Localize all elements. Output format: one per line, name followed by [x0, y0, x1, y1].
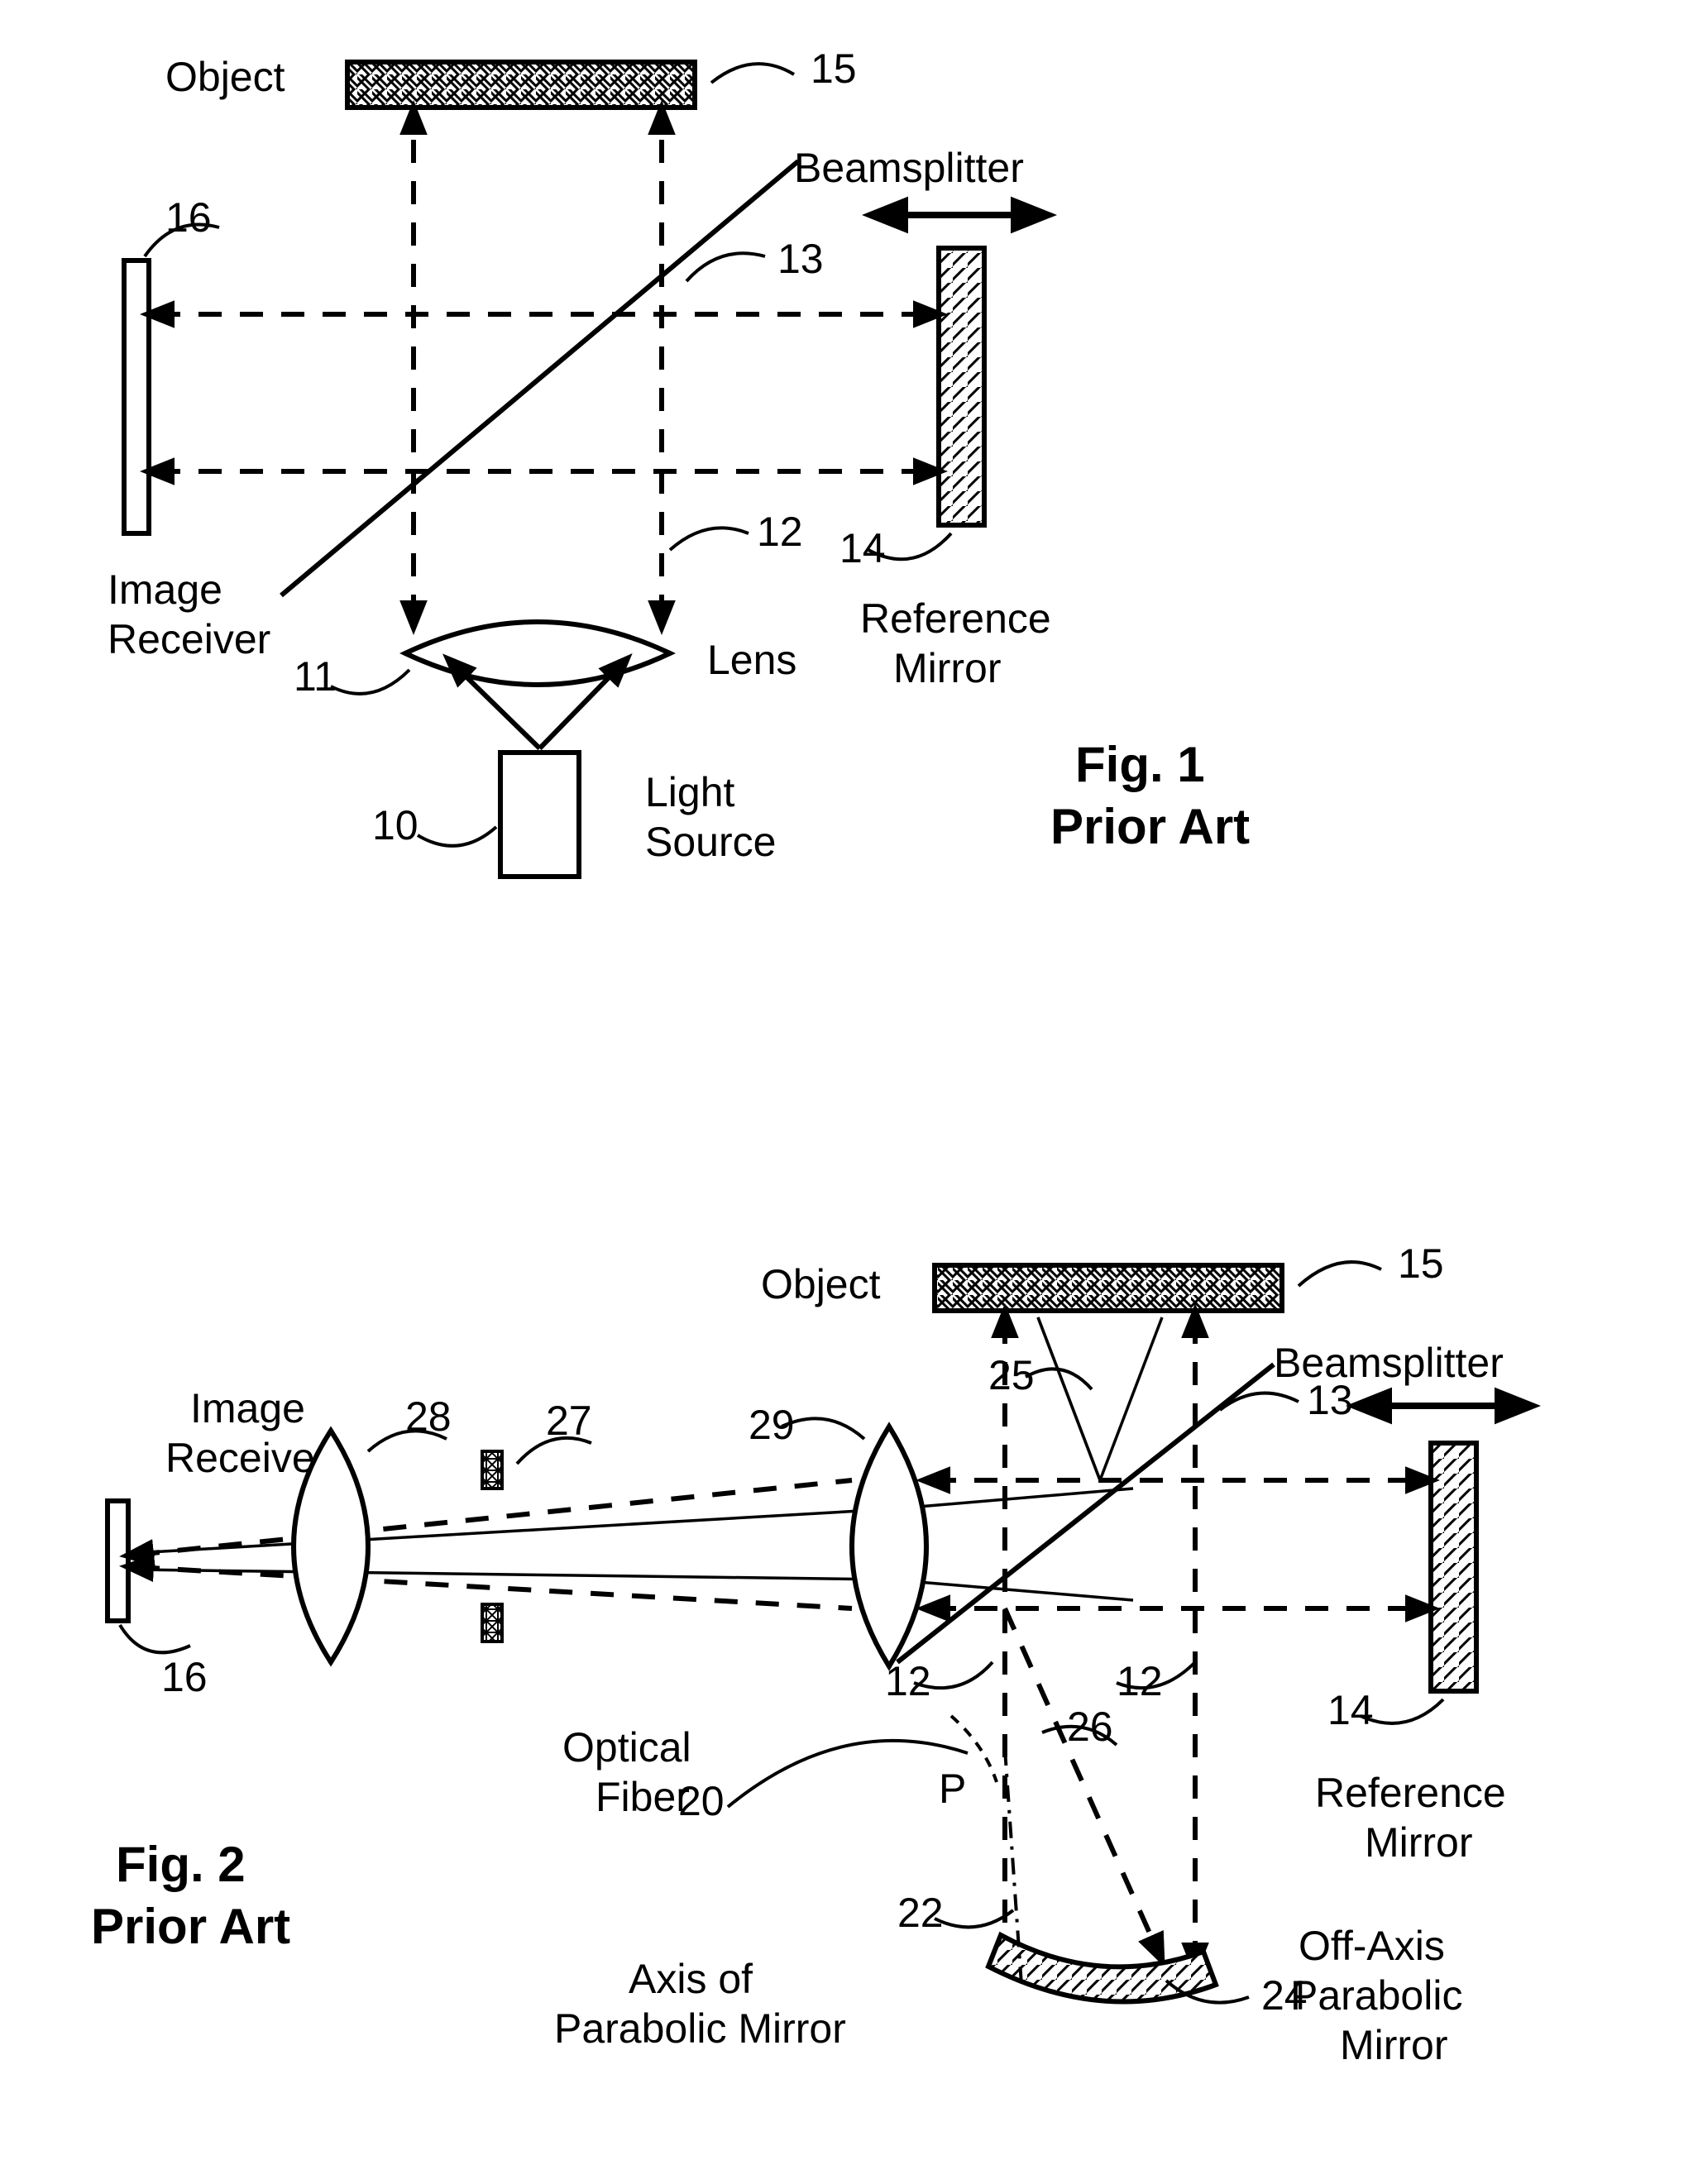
ref-22: 22 — [897, 1890, 944, 1936]
object-label-2: Object — [761, 1261, 881, 1307]
ref-10: 10 — [372, 802, 419, 848]
ref-25: 25 — [988, 1352, 1035, 1398]
ray-solid — [135, 1570, 889, 1579]
object-label: Object — [165, 54, 285, 100]
leader-10 — [418, 827, 496, 846]
lens-29 — [852, 1427, 926, 1666]
reference-mirror-label-2: Reference — [1315, 1770, 1506, 1816]
leader-15 — [711, 64, 794, 83]
ref-12: 12 — [757, 509, 803, 555]
leader-15 — [1299, 1262, 1381, 1286]
image-receiver-label-2: Image — [190, 1385, 305, 1431]
fig1-title: Fig. 1 — [1075, 737, 1205, 792]
lens-shape — [405, 622, 670, 685]
reference-mirror — [939, 248, 984, 525]
leader-11 — [331, 670, 409, 694]
image-receiver-2 — [108, 1501, 128, 1621]
reference-mirror-label: Reference — [860, 595, 1051, 642]
offaxis-label: Off-Axis — [1299, 1923, 1445, 1969]
ref-15-2: 15 — [1398, 1240, 1444, 1287]
image-receiver-label: Image — [108, 566, 222, 613]
offaxis-label: Parabolic — [1290, 1972, 1462, 2019]
ref-12b: 12 — [1117, 1658, 1163, 1704]
ref-27: 27 — [546, 1398, 592, 1444]
beamsplitter-line-2 — [897, 1364, 1274, 1662]
leader-22 — [935, 1910, 1013, 1927]
fig2-subtitle: Prior Art — [91, 1899, 290, 1954]
ref-13: 13 — [777, 236, 824, 282]
leader-12 — [670, 528, 749, 550]
leader-13 — [686, 253, 765, 281]
ray-25 — [1100, 1317, 1162, 1480]
ref-14-2: 14 — [1327, 1687, 1374, 1733]
ref-26: 26 — [1067, 1704, 1113, 1750]
aperture-bot — [482, 1604, 502, 1642]
axis-label: Parabolic Mirror — [554, 2005, 846, 2052]
fig1-subtitle: Prior Art — [1050, 799, 1250, 854]
ref-11: 11 — [294, 653, 337, 700]
reference-mirror-label: Mirror — [893, 645, 1002, 691]
light-source — [500, 753, 579, 877]
ref-29: 29 — [749, 1402, 795, 1448]
offaxis-label: Mirror — [1340, 2022, 1448, 2068]
light-source-label: Source — [645, 819, 776, 865]
fig2-title: Fig. 2 — [116, 1837, 246, 1892]
aperture-top — [482, 1451, 502, 1489]
ref-28: 28 — [405, 1393, 452, 1440]
line — [1038, 1317, 1100, 1480]
reference-mirror-label-2: Mirror — [1365, 1819, 1473, 1866]
object-block — [347, 62, 695, 108]
line — [889, 1579, 1133, 1600]
ref-14: 14 — [839, 525, 886, 571]
image-receiver-label: Receiver — [108, 616, 270, 662]
ref-12a: 12 — [885, 1658, 931, 1704]
ref-15: 15 — [811, 45, 857, 92]
reference-mirror-2 — [1431, 1443, 1476, 1691]
beamsplitter-label: Beamsplitter — [794, 145, 1024, 191]
ref-16: 16 — [165, 194, 212, 241]
optical-fiber-label: Fiber — [595, 1774, 690, 1820]
ref-13-2: 13 — [1307, 1377, 1353, 1423]
leader-20 — [728, 1741, 968, 1807]
lens-label: Lens — [707, 637, 796, 683]
ref-16-2: 16 — [161, 1654, 208, 1700]
optical-fiber-label: Optical — [562, 1724, 691, 1771]
object-block-2 — [935, 1265, 1282, 1311]
image-receiver-label-2: Receiver — [165, 1435, 328, 1481]
axis-label: Axis of — [629, 1956, 753, 2002]
point-P: P — [939, 1766, 966, 1812]
image-receiver — [124, 260, 149, 533]
light-source-label: Light — [645, 769, 735, 815]
beamsplitter-line — [281, 161, 798, 595]
leader-16 — [120, 1625, 190, 1652]
